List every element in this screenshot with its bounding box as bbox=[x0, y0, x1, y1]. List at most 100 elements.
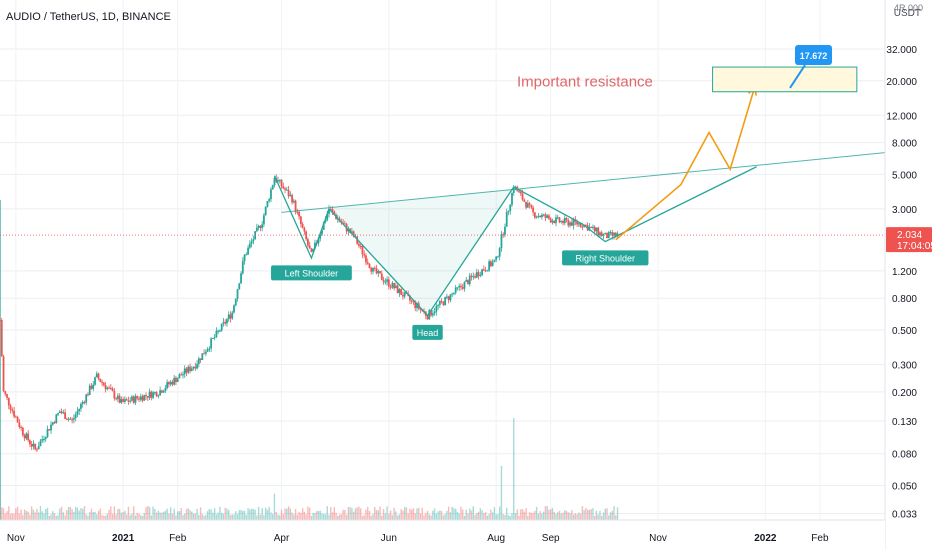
candle-body[interactable] bbox=[109, 387, 112, 389]
candle-body[interactable] bbox=[391, 282, 394, 288]
candle-body[interactable] bbox=[428, 310, 431, 320]
candle-body[interactable] bbox=[185, 368, 188, 373]
candle-body[interactable] bbox=[307, 239, 309, 246]
candle-body[interactable] bbox=[266, 200, 269, 207]
candle-body[interactable] bbox=[507, 211, 510, 213]
candle-body[interactable] bbox=[321, 229, 323, 235]
candle-body[interactable] bbox=[37, 446, 40, 450]
candle-body[interactable] bbox=[491, 261, 494, 267]
candle-body[interactable] bbox=[366, 262, 369, 264]
candle-body[interactable] bbox=[139, 396, 142, 400]
candle-body[interactable] bbox=[65, 418, 68, 420]
candle-body[interactable] bbox=[386, 279, 388, 282]
candle-body[interactable] bbox=[270, 189, 272, 200]
candle-body[interactable] bbox=[171, 381, 174, 385]
candle-body[interactable] bbox=[472, 276, 475, 278]
candle-body[interactable] bbox=[168, 382, 170, 385]
candle-body[interactable] bbox=[238, 283, 241, 290]
candle-body[interactable] bbox=[48, 429, 51, 431]
candle-body[interactable] bbox=[233, 305, 235, 313]
candle-body[interactable] bbox=[72, 418, 75, 420]
candle-body[interactable] bbox=[39, 440, 42, 447]
candle-body[interactable] bbox=[470, 275, 473, 277]
candle-body[interactable] bbox=[9, 405, 12, 410]
candle-body[interactable] bbox=[71, 419, 74, 421]
candle-body[interactable] bbox=[495, 256, 498, 260]
candle-body[interactable] bbox=[412, 301, 415, 303]
candle-body[interactable] bbox=[604, 232, 607, 235]
candle-body[interactable] bbox=[599, 232, 601, 236]
candle-body[interactable] bbox=[243, 254, 246, 262]
candle-body[interactable] bbox=[539, 215, 542, 218]
candle-body[interactable] bbox=[215, 330, 218, 338]
candle-body[interactable] bbox=[284, 188, 286, 190]
candle-body[interactable] bbox=[500, 234, 503, 249]
candle-body[interactable] bbox=[372, 267, 374, 272]
candle-body[interactable] bbox=[231, 312, 234, 319]
candle-body[interactable] bbox=[498, 248, 501, 257]
candle-body[interactable] bbox=[308, 245, 311, 249]
candle-body[interactable] bbox=[577, 223, 580, 225]
candle-body[interactable] bbox=[108, 387, 110, 389]
candle-body[interactable] bbox=[67, 418, 70, 420]
candle-body[interactable] bbox=[134, 396, 137, 403]
candle-body[interactable] bbox=[83, 402, 86, 404]
candle-body[interactable] bbox=[58, 411, 61, 414]
candle-body[interactable] bbox=[456, 287, 459, 289]
candle-body[interactable] bbox=[530, 204, 533, 208]
candle-body[interactable] bbox=[370, 268, 373, 272]
candle-body[interactable] bbox=[178, 374, 181, 379]
pattern-line[interactable] bbox=[273, 166, 757, 317]
candle-body[interactable] bbox=[562, 220, 564, 224]
candle-body[interactable] bbox=[326, 213, 329, 221]
candle-body[interactable] bbox=[97, 373, 100, 379]
candle-body[interactable] bbox=[298, 211, 301, 217]
candle-body[interactable] bbox=[199, 358, 202, 360]
resistance-zone[interactable]: Important resistance 17.672 bbox=[517, 45, 858, 93]
candle-body[interactable] bbox=[92, 384, 95, 389]
candle-body[interactable] bbox=[197, 358, 200, 365]
candle-body[interactable] bbox=[289, 194, 292, 197]
candle-body[interactable] bbox=[396, 285, 399, 294]
candle-body[interactable] bbox=[486, 270, 489, 272]
candle-body[interactable] bbox=[192, 366, 195, 369]
candle-body[interactable] bbox=[328, 209, 330, 214]
candle-body[interactable] bbox=[553, 220, 556, 224]
candle-body[interactable] bbox=[609, 232, 612, 234]
candle-body[interactable] bbox=[394, 285, 397, 289]
candle-body[interactable] bbox=[204, 351, 207, 354]
candle-body[interactable] bbox=[463, 281, 466, 289]
candle-body[interactable] bbox=[518, 191, 520, 193]
candle-body[interactable] bbox=[532, 207, 535, 213]
time-axis[interactable]: Nov 2021 Feb Apr Jun Aug Sep Nov 2022 Feb bbox=[0, 519, 885, 550]
candle-body[interactable] bbox=[611, 232, 614, 236]
candle-body[interactable] bbox=[349, 228, 352, 233]
candle-body[interactable] bbox=[51, 422, 54, 425]
candle-body[interactable] bbox=[62, 412, 65, 414]
candle-body[interactable] bbox=[87, 394, 89, 396]
candle-body[interactable] bbox=[451, 293, 454, 295]
candle-body[interactable] bbox=[213, 337, 216, 339]
candle-body[interactable] bbox=[523, 199, 526, 202]
candle-body[interactable] bbox=[368, 263, 371, 269]
candle-body[interactable] bbox=[190, 368, 193, 372]
candle-body[interactable] bbox=[124, 399, 126, 402]
candle-body[interactable] bbox=[299, 216, 302, 224]
candle-body[interactable] bbox=[458, 285, 461, 288]
candle-body[interactable] bbox=[29, 440, 31, 445]
candle-body[interactable] bbox=[69, 418, 72, 420]
candle-body[interactable] bbox=[57, 413, 59, 415]
candle-body[interactable] bbox=[400, 289, 403, 295]
candle-body[interactable] bbox=[271, 185, 274, 190]
candle-body[interactable] bbox=[493, 259, 496, 262]
candle-body[interactable] bbox=[23, 435, 26, 439]
candle-body[interactable] bbox=[194, 366, 197, 369]
candle-body[interactable] bbox=[380, 273, 383, 280]
candle-body[interactable] bbox=[509, 204, 512, 212]
candle-body[interactable] bbox=[113, 391, 116, 399]
candle-body[interactable] bbox=[220, 323, 223, 331]
candle-body[interactable] bbox=[488, 261, 491, 271]
candle-body[interactable] bbox=[358, 243, 360, 246]
candle-body[interactable] bbox=[442, 301, 445, 306]
candle-body[interactable] bbox=[95, 373, 98, 378]
